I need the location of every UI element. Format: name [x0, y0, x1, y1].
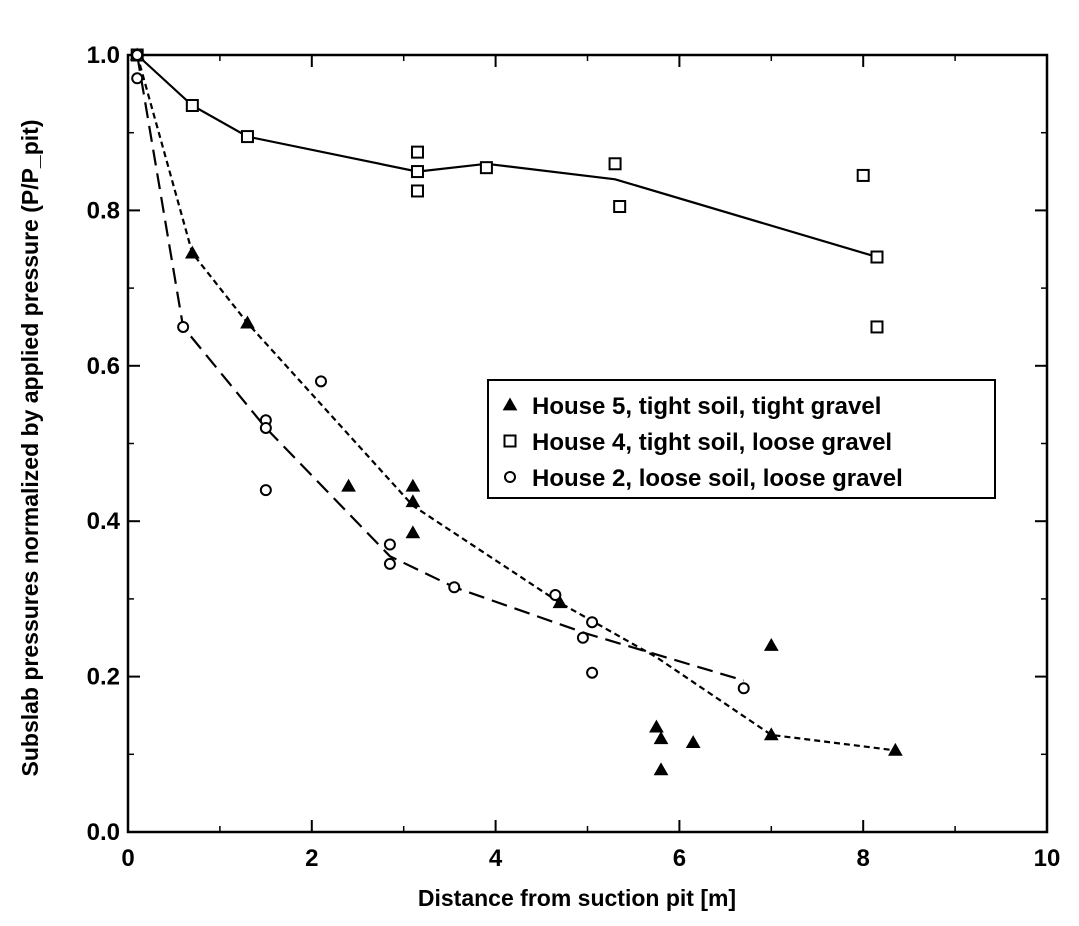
data-point-series-2	[410, 145, 424, 159]
series-line-3	[136, 54, 745, 682]
legend-box	[487, 379, 996, 499]
x-tick-label: 2	[305, 845, 318, 872]
legend-label: House 4, tight soil, loose gravel	[532, 429, 892, 456]
x-axis: 0 2 4 6 8 10	[121, 55, 1060, 872]
y-tick-label: 0.0	[87, 819, 120, 846]
series-markers	[129, 47, 903, 776]
legend-label: House 2, loose soil, loose gravel	[532, 465, 903, 492]
data-point-series-1	[240, 315, 255, 329]
x-tick-label: 0	[121, 845, 134, 872]
data-point-series-1	[405, 478, 421, 492]
data-point-series-2	[856, 168, 870, 182]
data-point-series-1	[405, 494, 421, 508]
data-point-series-2	[479, 161, 493, 175]
data-point-series-1	[763, 727, 779, 741]
x-tick-label: 8	[857, 845, 870, 872]
x-tick-label: 4	[489, 845, 503, 872]
data-point-series-3	[131, 49, 144, 61]
data-point-series-2	[870, 250, 884, 264]
data-point-series-2	[185, 99, 199, 113]
data-point-series-1	[763, 638, 779, 651]
data-point-series-3	[586, 666, 599, 679]
x-axis-title: Distance from suction pit [m]	[418, 885, 736, 911]
data-point-series-3	[383, 538, 396, 551]
data-point-series-2	[870, 320, 884, 334]
data-point-series-3	[586, 616, 599, 629]
data-point-series-1	[888, 742, 903, 756]
data-point-series-3	[259, 421, 272, 434]
data-point-series-1	[405, 525, 421, 539]
data-point-series-3	[448, 581, 461, 594]
legend: House 5, tight soil, tight gravel House 4…	[487, 379, 996, 499]
data-point-series-2	[240, 130, 254, 144]
data-point-series-1	[552, 595, 568, 609]
data-point-series-3	[259, 484, 272, 497]
y-tick-label: 0.2	[87, 664, 120, 691]
data-point-series-2	[608, 157, 622, 171]
y-tick-label: 0.4	[87, 508, 121, 535]
y-tick-label: 0.8	[87, 197, 120, 224]
legend-marker-3	[504, 471, 516, 483]
data-point-series-1	[649, 719, 664, 733]
y-tick-label: 1.0	[87, 42, 120, 69]
series-line-2	[136, 54, 878, 259]
x-tick-label: 10	[1034, 845, 1061, 872]
data-point-series-3	[549, 589, 562, 602]
legend-label: House 5, tight soil, tight gravel	[532, 393, 881, 420]
x-tick-label: 6	[673, 845, 686, 872]
series-line-1	[136, 54, 896, 752]
data-point-series-2	[410, 184, 424, 198]
data-point-series-1	[341, 478, 356, 492]
y-tick-label: 0.6	[87, 353, 120, 380]
data-point-series-1	[685, 735, 701, 749]
data-point-series-2	[410, 165, 424, 179]
data-point-series-1	[653, 731, 669, 745]
data-point-series-3	[737, 682, 750, 695]
legend-marker-1	[502, 397, 518, 411]
data-point-series-3	[131, 72, 144, 85]
legend-marker-2	[503, 434, 517, 448]
data-point-series-2	[613, 200, 627, 214]
data-point-series-3	[383, 557, 396, 570]
data-point-series-3	[576, 631, 589, 644]
data-point-series-3	[314, 375, 327, 388]
data-point-series-3	[177, 320, 190, 333]
y-axis-title: Subslab pressures normalized by applied …	[17, 120, 43, 777]
data-point-series-1	[184, 245, 200, 259]
data-point-series-1	[653, 762, 669, 776]
